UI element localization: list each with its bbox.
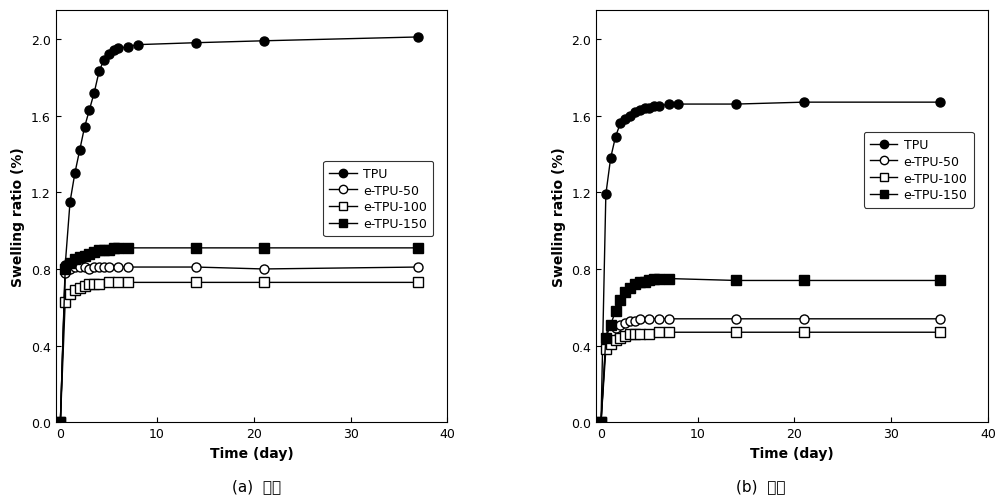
Legend: TPU, e-TPU-50, e-TPU-100, e-TPU-150: TPU, e-TPU-50, e-TPU-100, e-TPU-150	[323, 161, 433, 237]
Text: (b)  오일: (b) 오일	[735, 478, 785, 493]
X-axis label: Time (day): Time (day)	[750, 446, 834, 460]
Y-axis label: Swelling ratio (%): Swelling ratio (%)	[11, 147, 25, 287]
Legend: TPU, e-TPU-50, e-TPU-100, e-TPU-150: TPU, e-TPU-50, e-TPU-100, e-TPU-150	[864, 133, 974, 208]
Y-axis label: Swelling ratio (%): Swelling ratio (%)	[552, 147, 566, 287]
Text: (a)  해수: (a) 해수	[233, 478, 281, 493]
X-axis label: Time (day): Time (day)	[209, 446, 293, 460]
